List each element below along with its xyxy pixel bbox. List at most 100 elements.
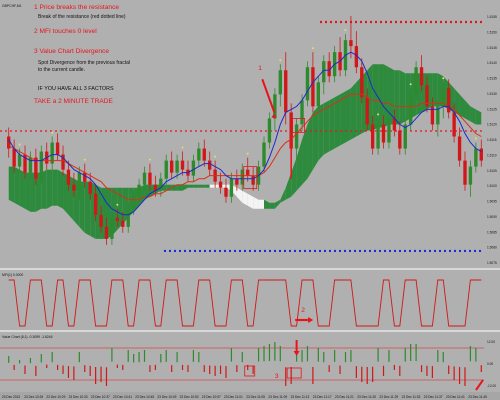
candle-body [246,169,250,176]
candle-body [452,112,456,137]
candle-body [370,124,375,149]
candle [28,151,33,179]
fractal-dot [474,137,477,140]
mfi-title: MFI(1) 0.0000 [2,273,23,277]
candle-body [61,154,65,170]
candle [392,109,397,137]
candle [240,163,244,191]
cloud-segment [84,181,91,236]
cloud-segment [171,184,178,191]
value-chart-tick-label: -12.00 [487,384,496,388]
marker-1-arrowhead [271,113,277,119]
candle-body [23,154,27,173]
time-tick-label: 23 Dec 2013 [2,395,20,399]
signal-box-1 [243,166,258,190]
candle [175,154,179,179]
candle [322,55,326,95]
candle [17,143,22,173]
candle-body [159,178,163,191]
cloud-segment [14,166,20,206]
cloud-segment [274,199,281,209]
candle-body [93,193,98,215]
price-tick-label: 1.5130 [487,92,497,96]
marker-1-label: 1 [258,65,262,72]
candle-body [468,166,473,185]
price-tick-label: 1.5145 [487,46,497,50]
cloud-segment [209,184,216,188]
fractal-dot [311,47,314,50]
price-tick-label: 1.5100 [487,184,497,188]
fractal-dot [18,143,21,146]
candle [169,151,174,179]
candle-body [354,46,359,68]
cloud-segment [30,172,36,212]
fractal-dot [279,59,282,62]
candle-body [267,118,272,143]
fractal-dot [51,131,54,134]
trade-note: TAKE a 2 MINUTE TRADE [34,98,113,105]
candle [419,55,424,92]
cloud-segment [454,88,460,116]
price-tick-label: 1.5120 [487,123,497,127]
candle-body [50,142,54,164]
candle [354,31,359,74]
candle [39,145,43,185]
cloud-segment [57,169,64,209]
time-tick-label: 23 Dec 11:05 [246,395,265,399]
cloud-segment [432,73,438,107]
moving-averages [8,51,482,216]
candle-body [126,208,130,227]
candle [126,202,130,233]
time-tick-label: 23 Dec 10:41 [113,395,132,399]
candle [191,154,196,182]
candle-body [300,100,304,125]
time-tick-label: 23 Dec 11:41 [446,395,465,399]
candle-body [28,157,33,173]
candle [463,151,467,191]
edge-arrow [475,379,484,391]
annotation-1-subtitle: Break of the resistance (red dotted line… [38,14,126,20]
cloud-segment [166,184,172,191]
candle [447,79,451,119]
cloud-segment [41,169,47,209]
pane-separator-2[interactable] [0,330,500,332]
cloud-segment [470,106,476,125]
candle [376,113,380,155]
value-chart-tick-label: 12.00 [487,340,495,344]
support-resistance-levels [0,20,484,253]
ma-slow-line [8,93,482,201]
price-tick-label: 1.5090 [487,215,497,219]
divergence-box-1 [244,365,256,377]
candle-body [218,181,223,188]
candle [479,139,483,167]
time-tick-label: 23 Dec 10:37 [91,395,110,399]
candle-body [316,82,321,107]
candle [34,148,38,185]
candle [72,172,76,197]
cloud-segment [46,169,53,209]
fractal-dot [409,83,412,86]
candle [365,88,369,131]
cloud-segment [247,193,254,209]
value-chart-title: Value Chart (8,1) -0.3099 -1.6246 [2,335,53,339]
candle-body [408,94,413,125]
price-tick-label: 1.5095 [487,200,497,204]
candle-body [403,124,407,149]
candle-body [289,112,293,149]
value-chart-tick-label: 0.00 [487,362,493,366]
price-tick-label: 1.5105 [487,169,497,173]
candle-body [72,184,76,191]
time-tick-label: 23 Dec 11:37 [424,395,443,399]
cloud-segment [182,184,188,191]
candle-body [235,178,239,185]
candle [7,127,11,158]
pane-separator-1[interactable] [0,268,500,270]
candle [414,61,418,101]
time-tick-label: 23 Dec 10:45 [135,395,154,399]
candle-body [77,172,82,191]
candle-body [479,148,483,161]
candle [121,211,125,233]
cloud-segment [264,199,270,209]
mfi-pane [8,279,482,327]
candle-body [164,160,168,179]
